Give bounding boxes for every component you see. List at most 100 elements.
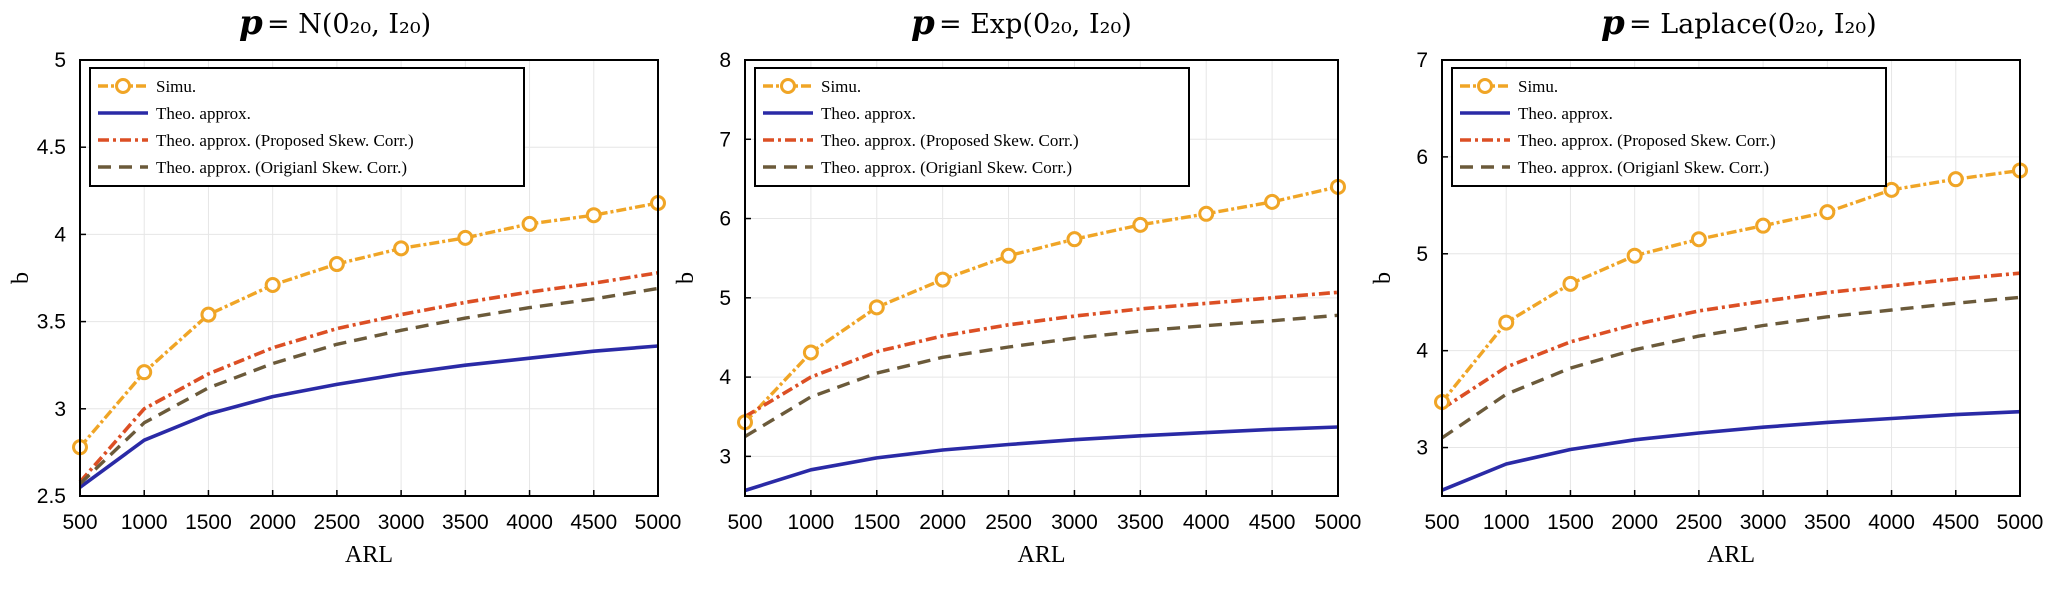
chart-panel-1: 500 1000 1500 2000 2500 3000 3500 4000 4500 5000 2…: [8, 3, 681, 568]
x-tick-label: 1000: [121, 511, 168, 534]
y-tick-label: 2.5: [37, 485, 66, 508]
y-tick-label: 4: [1416, 340, 1428, 363]
series-line-1: [78, 201, 659, 449]
legend-label-4: Theo. approx. (Origianl Skew. Corr.): [821, 158, 1072, 177]
series-line-2: [744, 425, 1339, 493]
legend: Simu. Theo. approx. Theo. approx. (Propose…: [754, 67, 1190, 187]
chart-title-symbol: p: [1601, 3, 1625, 43]
y-axis-label: b: [673, 272, 699, 284]
legend-label-2: Theo. approx.: [821, 104, 916, 123]
x-tick-label: 1500: [853, 511, 900, 534]
legend-label-4: Theo. approx. (Origianl Skew. Corr.): [156, 158, 407, 177]
x-tick-label: 5000: [1315, 511, 1362, 534]
simu-data-point: [1132, 216, 1149, 233]
y-axis-label: b: [1370, 272, 1396, 284]
series-line-3: [78, 271, 659, 484]
y-tick-label: 5: [54, 49, 66, 72]
legend-box: [89, 67, 525, 187]
x-tick-label: 4500: [1249, 511, 1296, 534]
series-line-2: [78, 344, 659, 489]
x-tick-label: 4500: [1932, 511, 1979, 534]
x-tick-label: 500: [727, 511, 762, 534]
legend-label-2: Theo. approx.: [1518, 104, 1613, 123]
y-tick-label: 4: [719, 366, 731, 389]
legend-marker: [780, 78, 796, 94]
x-tick-label: 1000: [788, 511, 835, 534]
simu-data-point: [1264, 193, 1281, 210]
x-tick-label: 1500: [185, 511, 232, 534]
legend-label-3: Theo. approx. (Proposed Skew. Corr.): [156, 131, 414, 150]
axes-frame: [1441, 59, 2021, 497]
chart-title-symbol: p: [911, 3, 935, 43]
chart-title: = Exp(0₂₀, I₂₀): [939, 9, 1132, 40]
legend-label-1: Simu.: [156, 77, 196, 96]
simu-data-point: [1000, 247, 1017, 264]
x-tick-label: 4000: [1868, 511, 1915, 534]
legend-label-2: Theo. approx.: [156, 104, 251, 123]
x-tick-label: 3000: [1051, 511, 1098, 534]
x-tick-label: 2500: [985, 511, 1032, 534]
simu-data-point: [1626, 247, 1643, 264]
legend-marker: [1477, 78, 1493, 94]
simu-data-point: [1690, 231, 1707, 248]
x-tick-label: 1500: [1547, 511, 1594, 534]
simu-data-point: [1066, 231, 1083, 248]
simu-data-point: [264, 276, 281, 293]
legend-label-4: Theo. approx. (Origianl Skew. Corr.): [1518, 158, 1769, 177]
x-axis-label: ARL: [1707, 542, 1755, 568]
legend-label-1: Simu.: [821, 77, 861, 96]
series-line-4: [78, 286, 659, 486]
x-tick-label: 3500: [1117, 511, 1164, 534]
x-tick-label: 4000: [1183, 511, 1230, 534]
x-tick-label: 4000: [506, 511, 553, 534]
x-tick-label: 3000: [1740, 511, 1787, 534]
simu-data-point: [1498, 314, 1515, 331]
legend-label-3: Theo. approx. (Proposed Skew. Corr.): [821, 131, 1079, 150]
y-tick-label: 5: [719, 287, 731, 310]
chart-panel-2: 500 1000 1500 2000 2500 3000 3500 4000 4500 5000 3…: [673, 3, 1361, 568]
legend: Simu. Theo. approx. Theo. approx. (Propose…: [89, 67, 525, 187]
simu-data-point: [585, 207, 602, 224]
x-tick-label: 2000: [1611, 511, 1658, 534]
series-line-3: [744, 290, 1339, 419]
chart-title: = Laplace(0₂₀, I₂₀): [1629, 9, 1877, 40]
y-tick-label: 5: [1416, 243, 1428, 266]
x-tick-label: 3500: [442, 511, 489, 534]
axes-frame: [744, 59, 1339, 497]
y-tick-label: 3: [1416, 437, 1428, 460]
x-tick-label: 1000: [1483, 511, 1530, 534]
simu-data-point: [328, 256, 345, 273]
y-axis-label: b: [8, 272, 34, 284]
x-tick-label: 3000: [378, 511, 425, 534]
simu-data-point: [1198, 205, 1215, 222]
simu-data-point: [1755, 217, 1772, 234]
simu-data-point: [457, 229, 474, 246]
simu-data-point: [1947, 171, 1964, 188]
x-tick-label: 2000: [919, 511, 966, 534]
y-tick-label: 3: [719, 445, 731, 468]
x-tick-label: 500: [62, 511, 97, 534]
axes-frame: [79, 59, 659, 497]
y-tick-label: 8: [719, 49, 731, 72]
series-line-2: [1441, 409, 2021, 492]
x-tick-label: 4500: [570, 511, 617, 534]
simu-data-point: [802, 344, 819, 361]
y-tick-label: 4: [54, 223, 66, 246]
series-line-4: [744, 313, 1339, 438]
simu-data-point: [1562, 275, 1579, 292]
y-tick-label: 6: [719, 208, 731, 231]
y-tick-label: 3: [54, 398, 66, 421]
x-tick-label: 5000: [635, 511, 682, 534]
legend-box: [1451, 67, 1887, 187]
chart-title-symbol: p: [239, 3, 263, 43]
chart-title: = N(0₂₀, I₂₀): [267, 9, 431, 40]
y-tick-label: 7: [1416, 49, 1428, 72]
simu-data-point: [136, 364, 153, 381]
series-line-3: [1441, 271, 2021, 411]
x-tick-label: 5000: [1997, 511, 2044, 534]
simu-data-point: [1883, 181, 1900, 198]
simu-data-point: [1819, 204, 1836, 221]
x-tick-label: 2500: [1676, 511, 1723, 534]
legend-box: [754, 67, 1190, 187]
x-axis-label: ARL: [1018, 542, 1066, 568]
